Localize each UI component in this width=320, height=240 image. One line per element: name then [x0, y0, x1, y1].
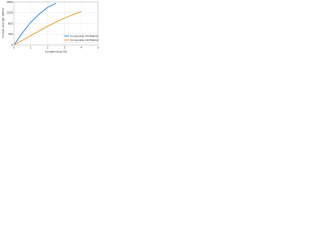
y-axis-label: Tensile strength (MPa): [1, 8, 5, 38]
legend-box: [62, 33, 98, 43]
x-tick-label: 3: [64, 45, 66, 49]
y-tick-label: 800: [8, 21, 13, 25]
y-tick-label: 1600: [6, 0, 13, 4]
line: [13, 2, 57, 46]
legend-label: Composite CF/Matrix: [70, 34, 99, 38]
x-tick-label: 4: [80, 45, 82, 49]
line: [13, 10, 82, 46]
y-tick-label: 400: [8, 32, 13, 36]
x-tick-label: 2: [47, 45, 49, 49]
x-tick-label: 1: [30, 45, 32, 49]
x-tick-label: 0: [13, 45, 15, 49]
legend-label: Composite GF/Matrix: [70, 38, 99, 42]
x-tick-label: 5: [97, 45, 99, 49]
plot-frame: [13, 1, 99, 46]
y-tick-label: 1200: [6, 11, 13, 15]
chart: Lengthening (%) Tensile strength (MPa) 0…: [1, 0, 99, 53]
x-axis-label: Lengthening (%): [45, 49, 67, 53]
y-tick-label: 0: [11, 43, 13, 47]
